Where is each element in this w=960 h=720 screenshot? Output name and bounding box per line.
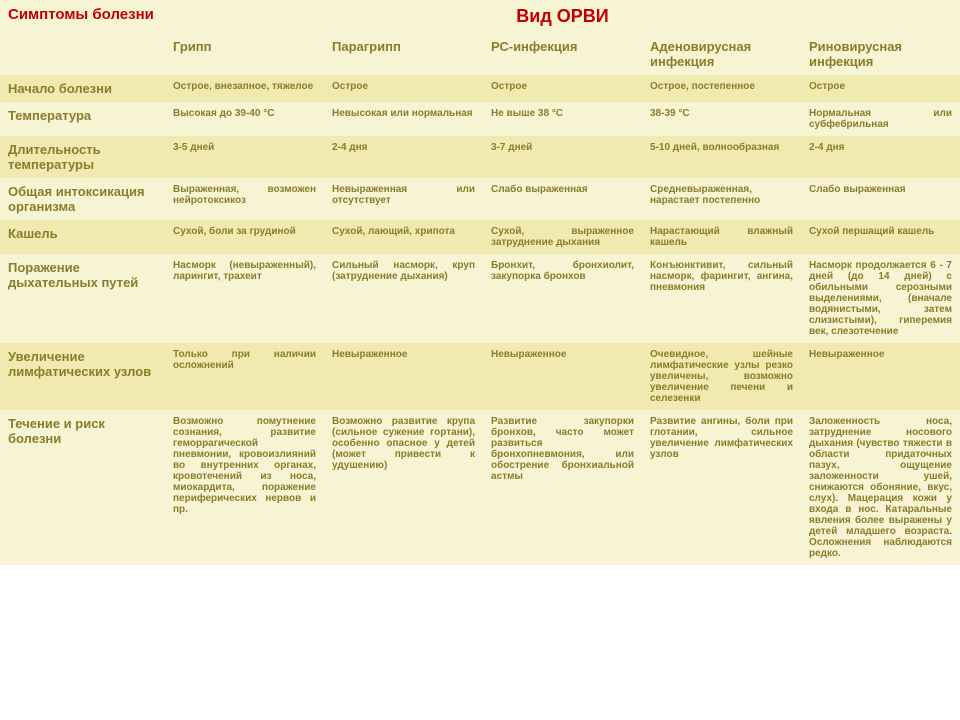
cell: Сильный насморк, круп (затруднение дыхан… xyxy=(324,254,483,343)
cell: Невыраженное xyxy=(801,343,960,410)
table-row: Поражение дыхательных путей Насморк (нев… xyxy=(0,254,960,343)
cell: Невысокая или нормальная xyxy=(324,102,483,136)
row-label: Поражение дыхательных путей xyxy=(0,254,165,343)
row-label: Длительность температуры xyxy=(0,136,165,178)
spanning-header: Вид ОРВИ xyxy=(165,0,960,33)
cell: 2-4 дня xyxy=(324,136,483,178)
cell: Сухой, лающий, хрипота xyxy=(324,220,483,254)
table-row: Кашель Сухой, боли за грудиной Сухой, ла… xyxy=(0,220,960,254)
table-row: Температура Высокая до 39-40 °С Невысока… xyxy=(0,102,960,136)
cell: Нарастающий влажный кашель xyxy=(642,220,801,254)
cell: Острое xyxy=(801,75,960,102)
cell: Слабо выраженная xyxy=(483,178,642,220)
cell: 3-7 дней xyxy=(483,136,642,178)
cell: Высокая до 39-40 °С xyxy=(165,102,324,136)
table-row: Общая интоксикация организма Выраженная,… xyxy=(0,178,960,220)
orvi-comparison-table: Симптомы болезни Вид ОРВИ Грипп Парагрип… xyxy=(0,0,960,565)
cell: Средневыраженная, нарастает постепенно xyxy=(642,178,801,220)
cell: 2-4 дня xyxy=(801,136,960,178)
cell: Очевидное, шейные лимфатические узлы рез… xyxy=(642,343,801,410)
col-header: Аденовирусная инфекция xyxy=(642,33,801,75)
corner-header: Симптомы болезни xyxy=(0,0,165,75)
cell: Насморк продолжается 6 - 7 дней (до 14 д… xyxy=(801,254,960,343)
cell: Острое, внезапное, тяжелое xyxy=(165,75,324,102)
col-header: Грипп xyxy=(165,33,324,75)
row-label: Общая интоксикация организма xyxy=(0,178,165,220)
cell: Сухой першащий кашель xyxy=(801,220,960,254)
cell: Нормальная или субфебрильная xyxy=(801,102,960,136)
cell: 5-10 дней, волнообразная xyxy=(642,136,801,178)
cell: Сухой, боли за грудиной xyxy=(165,220,324,254)
table-row: Увеличение лимфатических узлов Только пр… xyxy=(0,343,960,410)
cell: Не выше 38 °С xyxy=(483,102,642,136)
cell: Только при наличии осложнений xyxy=(165,343,324,410)
cell: Бронхит, бронхиолит, закупорка бронхов xyxy=(483,254,642,343)
cell: Слабо выраженная xyxy=(801,178,960,220)
cell: Невыраженное xyxy=(483,343,642,410)
cell: Невыраженное xyxy=(324,343,483,410)
table-row: Начало болезни Острое, внезапное, тяжело… xyxy=(0,75,960,102)
row-label: Начало болезни xyxy=(0,75,165,102)
cell: Развитие ангины, боли при глотании, силь… xyxy=(642,410,801,565)
row-label: Кашель xyxy=(0,220,165,254)
table-row: Длительность температуры 3-5 дней 2-4 дн… xyxy=(0,136,960,178)
col-header: РС-инфекция xyxy=(483,33,642,75)
col-header: Риновирусная инфекция xyxy=(801,33,960,75)
cell: Заложенность носа, затруднение носового … xyxy=(801,410,960,565)
cell: Возможно помутнение сознания, развитие г… xyxy=(165,410,324,565)
cell: Острое xyxy=(324,75,483,102)
cell: Выраженная, возможен нейротоксикоз xyxy=(165,178,324,220)
cell: Острое xyxy=(483,75,642,102)
cell: Невыраженная или отсутствует xyxy=(324,178,483,220)
row-label: Увеличение лимфатических узлов xyxy=(0,343,165,410)
cell: 3-5 дней xyxy=(165,136,324,178)
col-header: Парагрипп xyxy=(324,33,483,75)
cell: 38-39 °С xyxy=(642,102,801,136)
row-label: Температура xyxy=(0,102,165,136)
cell: Конъюнктивит, сильный насморк, фарингит,… xyxy=(642,254,801,343)
cell: Насморк (невыраженный), ларингит, трахеи… xyxy=(165,254,324,343)
cell: Развитие закупорки бронхов, часто может … xyxy=(483,410,642,565)
row-label: Течение и риск болезни xyxy=(0,410,165,565)
cell: Сухой, выраженное затруднение дыхания xyxy=(483,220,642,254)
cell: Возможно развитие крупа (сильное сужение… xyxy=(324,410,483,565)
cell: Острое, постепенное xyxy=(642,75,801,102)
table-row: Течение и риск болезни Возможно помутнен… xyxy=(0,410,960,565)
